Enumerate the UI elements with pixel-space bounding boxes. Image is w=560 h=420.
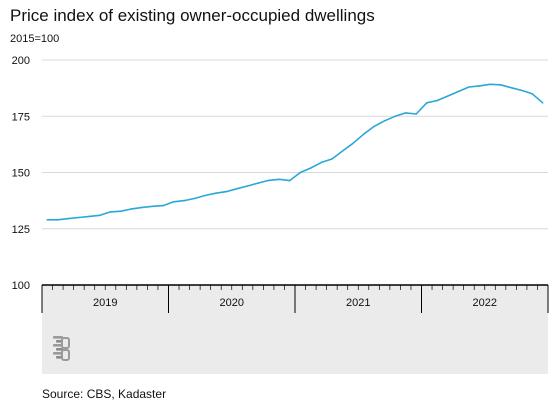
data-point bbox=[246, 185, 249, 187]
data-point bbox=[67, 217, 70, 220]
data-point bbox=[183, 199, 186, 202]
x-axis: 2019 2020 2021 2022 bbox=[41, 284, 549, 313]
series-group bbox=[46, 83, 544, 221]
data-point bbox=[162, 204, 164, 207]
logo-mark bbox=[61, 349, 70, 361]
logo-bar bbox=[53, 344, 63, 347]
data-point bbox=[404, 112, 407, 114]
data-point bbox=[151, 205, 154, 208]
logo-bar bbox=[56, 348, 63, 351]
x-year-label: 2019 bbox=[93, 297, 117, 309]
data-point bbox=[120, 210, 122, 212]
y-tick-label: 100 bbox=[12, 280, 30, 292]
y-tick-label: 150 bbox=[12, 168, 30, 180]
gridlines bbox=[42, 59, 548, 230]
data-point bbox=[130, 208, 133, 210]
data-point bbox=[341, 150, 344, 152]
chart-title: Price index of existing owner-occupied d… bbox=[10, 6, 375, 25]
x-year-label: 2022 bbox=[473, 297, 497, 309]
data-point bbox=[352, 142, 354, 145]
data-point bbox=[520, 89, 523, 92]
series-line bbox=[47, 83, 544, 221]
data-point bbox=[46, 219, 49, 221]
data-point bbox=[331, 158, 333, 160]
data-point bbox=[141, 206, 143, 209]
data-point bbox=[373, 125, 375, 128]
y-tick-label: 200 bbox=[12, 55, 30, 67]
logo-bar bbox=[53, 336, 63, 339]
y-axis-tick-labels: 100 125 150 175 200 bbox=[12, 55, 30, 292]
data-point bbox=[320, 161, 323, 164]
data-point bbox=[173, 201, 175, 203]
source-note: Source: CBS, Kadaster bbox=[42, 387, 167, 401]
data-point bbox=[78, 216, 80, 219]
data-point bbox=[310, 167, 312, 169]
data-point bbox=[299, 171, 302, 174]
logo-bar bbox=[53, 352, 63, 355]
x-year-label: 2021 bbox=[346, 297, 370, 309]
data-point bbox=[57, 219, 59, 221]
data-point bbox=[99, 214, 101, 217]
data-point bbox=[489, 83, 491, 86]
data-point bbox=[531, 93, 533, 95]
cbs-logo bbox=[53, 336, 70, 361]
data-point bbox=[362, 133, 365, 136]
data-point bbox=[204, 194, 207, 197]
data-point bbox=[257, 182, 259, 184]
data-point bbox=[478, 85, 481, 87]
y-tick-label: 125 bbox=[12, 224, 30, 236]
data-point bbox=[468, 86, 470, 88]
data-point bbox=[383, 120, 386, 122]
data-point bbox=[267, 179, 270, 182]
data-point bbox=[510, 86, 512, 89]
y-axis-unit-label: 2015=100 bbox=[10, 33, 60, 45]
data-point bbox=[236, 187, 238, 190]
data-point bbox=[215, 192, 217, 194]
data-point bbox=[88, 215, 91, 218]
data-point bbox=[194, 197, 196, 200]
data-point bbox=[426, 102, 428, 104]
data-point bbox=[225, 190, 228, 193]
data-point bbox=[436, 99, 439, 102]
logo-mark bbox=[61, 337, 70, 349]
x-year-label: 2020 bbox=[220, 297, 244, 309]
data-point bbox=[499, 84, 502, 86]
data-point bbox=[109, 211, 112, 213]
data-point bbox=[541, 102, 544, 104]
y-tick-label: 175 bbox=[12, 111, 30, 123]
data-point bbox=[288, 179, 291, 182]
data-point bbox=[447, 95, 449, 97]
data-point bbox=[278, 178, 281, 181]
data-point bbox=[457, 90, 460, 93]
data-point bbox=[394, 115, 396, 118]
data-point bbox=[415, 113, 418, 115]
